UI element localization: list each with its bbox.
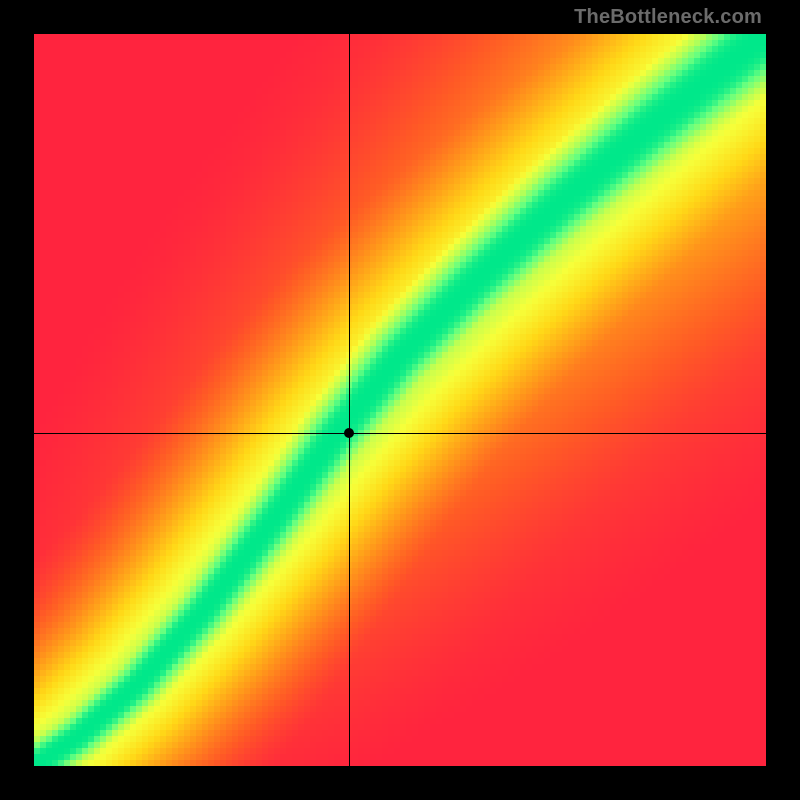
marker-dot: [344, 428, 354, 438]
crosshair-horizontal: [34, 433, 766, 434]
crosshair-vertical: [349, 34, 350, 766]
heatmap-canvas: [34, 34, 766, 766]
outer-frame: TheBottleneck.com: [0, 0, 800, 800]
watermark-text: TheBottleneck.com: [574, 6, 762, 29]
